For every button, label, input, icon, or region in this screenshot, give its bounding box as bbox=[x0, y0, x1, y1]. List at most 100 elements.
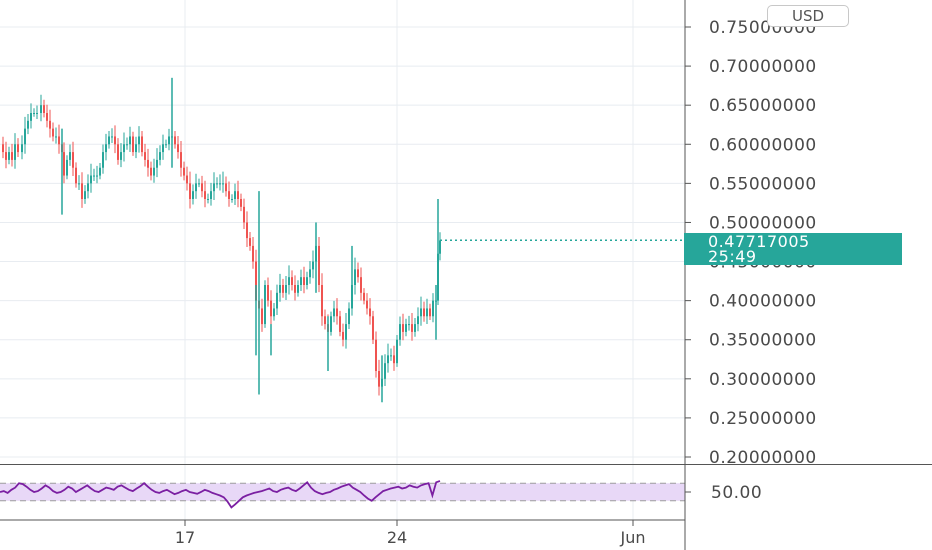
candle-body bbox=[225, 183, 227, 192]
candle-body bbox=[222, 183, 224, 185]
candle-body bbox=[33, 113, 35, 114]
candle-body bbox=[159, 152, 161, 160]
candle-body bbox=[40, 105, 42, 113]
candle-body bbox=[240, 199, 242, 207]
candle-body bbox=[108, 136, 110, 145]
candle-body bbox=[414, 324, 416, 332]
candle-body bbox=[5, 152, 7, 160]
price-tick-label: 0.55000000 bbox=[709, 174, 817, 194]
candle-body bbox=[363, 292, 365, 301]
candle-body bbox=[63, 152, 65, 176]
candle-body bbox=[237, 191, 239, 199]
candle-body bbox=[276, 292, 278, 309]
candle-body bbox=[207, 199, 209, 200]
candle-body bbox=[354, 269, 356, 285]
candle-body bbox=[24, 128, 26, 145]
price-tick-label: 0.65000000 bbox=[709, 96, 817, 116]
candle-body bbox=[231, 199, 233, 200]
candle-body bbox=[288, 277, 290, 285]
candle-body bbox=[219, 183, 221, 185]
candle-body bbox=[165, 144, 167, 146]
time-axis[interactable]: 17 24 Jun bbox=[175, 528, 646, 547]
currency-badge[interactable]: USD bbox=[767, 5, 849, 27]
candle-body bbox=[52, 128, 54, 137]
candle-body bbox=[90, 175, 92, 184]
candle-body bbox=[360, 277, 362, 293]
candle-body bbox=[255, 261, 257, 301]
date-tick-label: 17 bbox=[175, 528, 195, 547]
candle-body bbox=[408, 324, 410, 326]
candle-body bbox=[437, 253, 439, 301]
candle-body bbox=[49, 120, 51, 129]
price-axis[interactable]: 0.20000000 0.25000000 0.30000000 0.35000000… bbox=[709, 18, 817, 503]
candle-body bbox=[2, 144, 4, 153]
candle-body bbox=[36, 113, 38, 114]
candle-body bbox=[273, 308, 275, 317]
candle-body bbox=[294, 285, 296, 293]
candle-body bbox=[55, 136, 57, 138]
candle-body bbox=[186, 175, 188, 184]
candle-body bbox=[375, 339, 377, 371]
price-tick-label: 0.60000000 bbox=[709, 135, 817, 155]
bar-countdown: 25:49 bbox=[708, 247, 757, 266]
candle-body bbox=[393, 355, 395, 364]
candle-body bbox=[11, 152, 13, 160]
candle-body bbox=[417, 316, 419, 325]
candle-body bbox=[303, 277, 305, 285]
candle-body bbox=[141, 136, 143, 153]
candle-body bbox=[138, 136, 140, 145]
candle-body bbox=[180, 152, 182, 168]
candle-body bbox=[439, 240, 441, 254]
candle-body bbox=[93, 175, 95, 177]
candle-body bbox=[195, 183, 197, 192]
candle-body bbox=[270, 300, 272, 317]
candle-body bbox=[75, 167, 77, 184]
candle-body bbox=[27, 120, 29, 129]
candle-body bbox=[234, 191, 236, 199]
candles bbox=[2, 77, 441, 403]
candle-body bbox=[426, 308, 428, 317]
candle-body bbox=[105, 144, 107, 153]
candle-body bbox=[249, 238, 251, 246]
price-tick-label: 0.20000000 bbox=[709, 448, 817, 468]
candle-body bbox=[216, 183, 218, 185]
candle-body bbox=[318, 245, 320, 285]
candle-body bbox=[342, 331, 344, 340]
candle-body bbox=[309, 269, 311, 278]
candle-body bbox=[111, 136, 113, 138]
candle-body bbox=[132, 136, 134, 153]
candle-body bbox=[297, 285, 299, 293]
candle-body bbox=[384, 363, 386, 379]
candle-body bbox=[168, 136, 170, 145]
candle-body bbox=[21, 144, 23, 153]
candle-body bbox=[177, 144, 179, 153]
candle-body bbox=[87, 183, 89, 192]
candle-body bbox=[333, 308, 335, 317]
candle-body bbox=[357, 269, 359, 278]
candle-body bbox=[285, 285, 287, 293]
candle-body bbox=[228, 191, 230, 199]
candle-body bbox=[162, 144, 164, 153]
candle-body bbox=[135, 144, 137, 153]
candle-body bbox=[372, 316, 374, 340]
candle-body bbox=[126, 144, 128, 146]
rsi-tick-label: 50.00 bbox=[711, 483, 762, 503]
candle-body bbox=[252, 245, 254, 262]
candle-body bbox=[321, 285, 323, 317]
candle-body bbox=[210, 191, 212, 199]
candle-body bbox=[396, 339, 398, 364]
rsi-pane bbox=[0, 480, 685, 509]
candle-body bbox=[69, 152, 71, 160]
candle-body bbox=[366, 300, 368, 309]
date-tick-label: Jun bbox=[620, 528, 646, 547]
candle-body bbox=[14, 144, 16, 160]
candle-body bbox=[405, 324, 407, 332]
candle-body bbox=[150, 167, 152, 176]
last-price-value: 0.47717005 bbox=[708, 232, 810, 251]
candle-body bbox=[183, 167, 185, 176]
candle-body bbox=[387, 355, 389, 364]
candle-body bbox=[429, 308, 431, 317]
candle-body bbox=[201, 183, 203, 192]
